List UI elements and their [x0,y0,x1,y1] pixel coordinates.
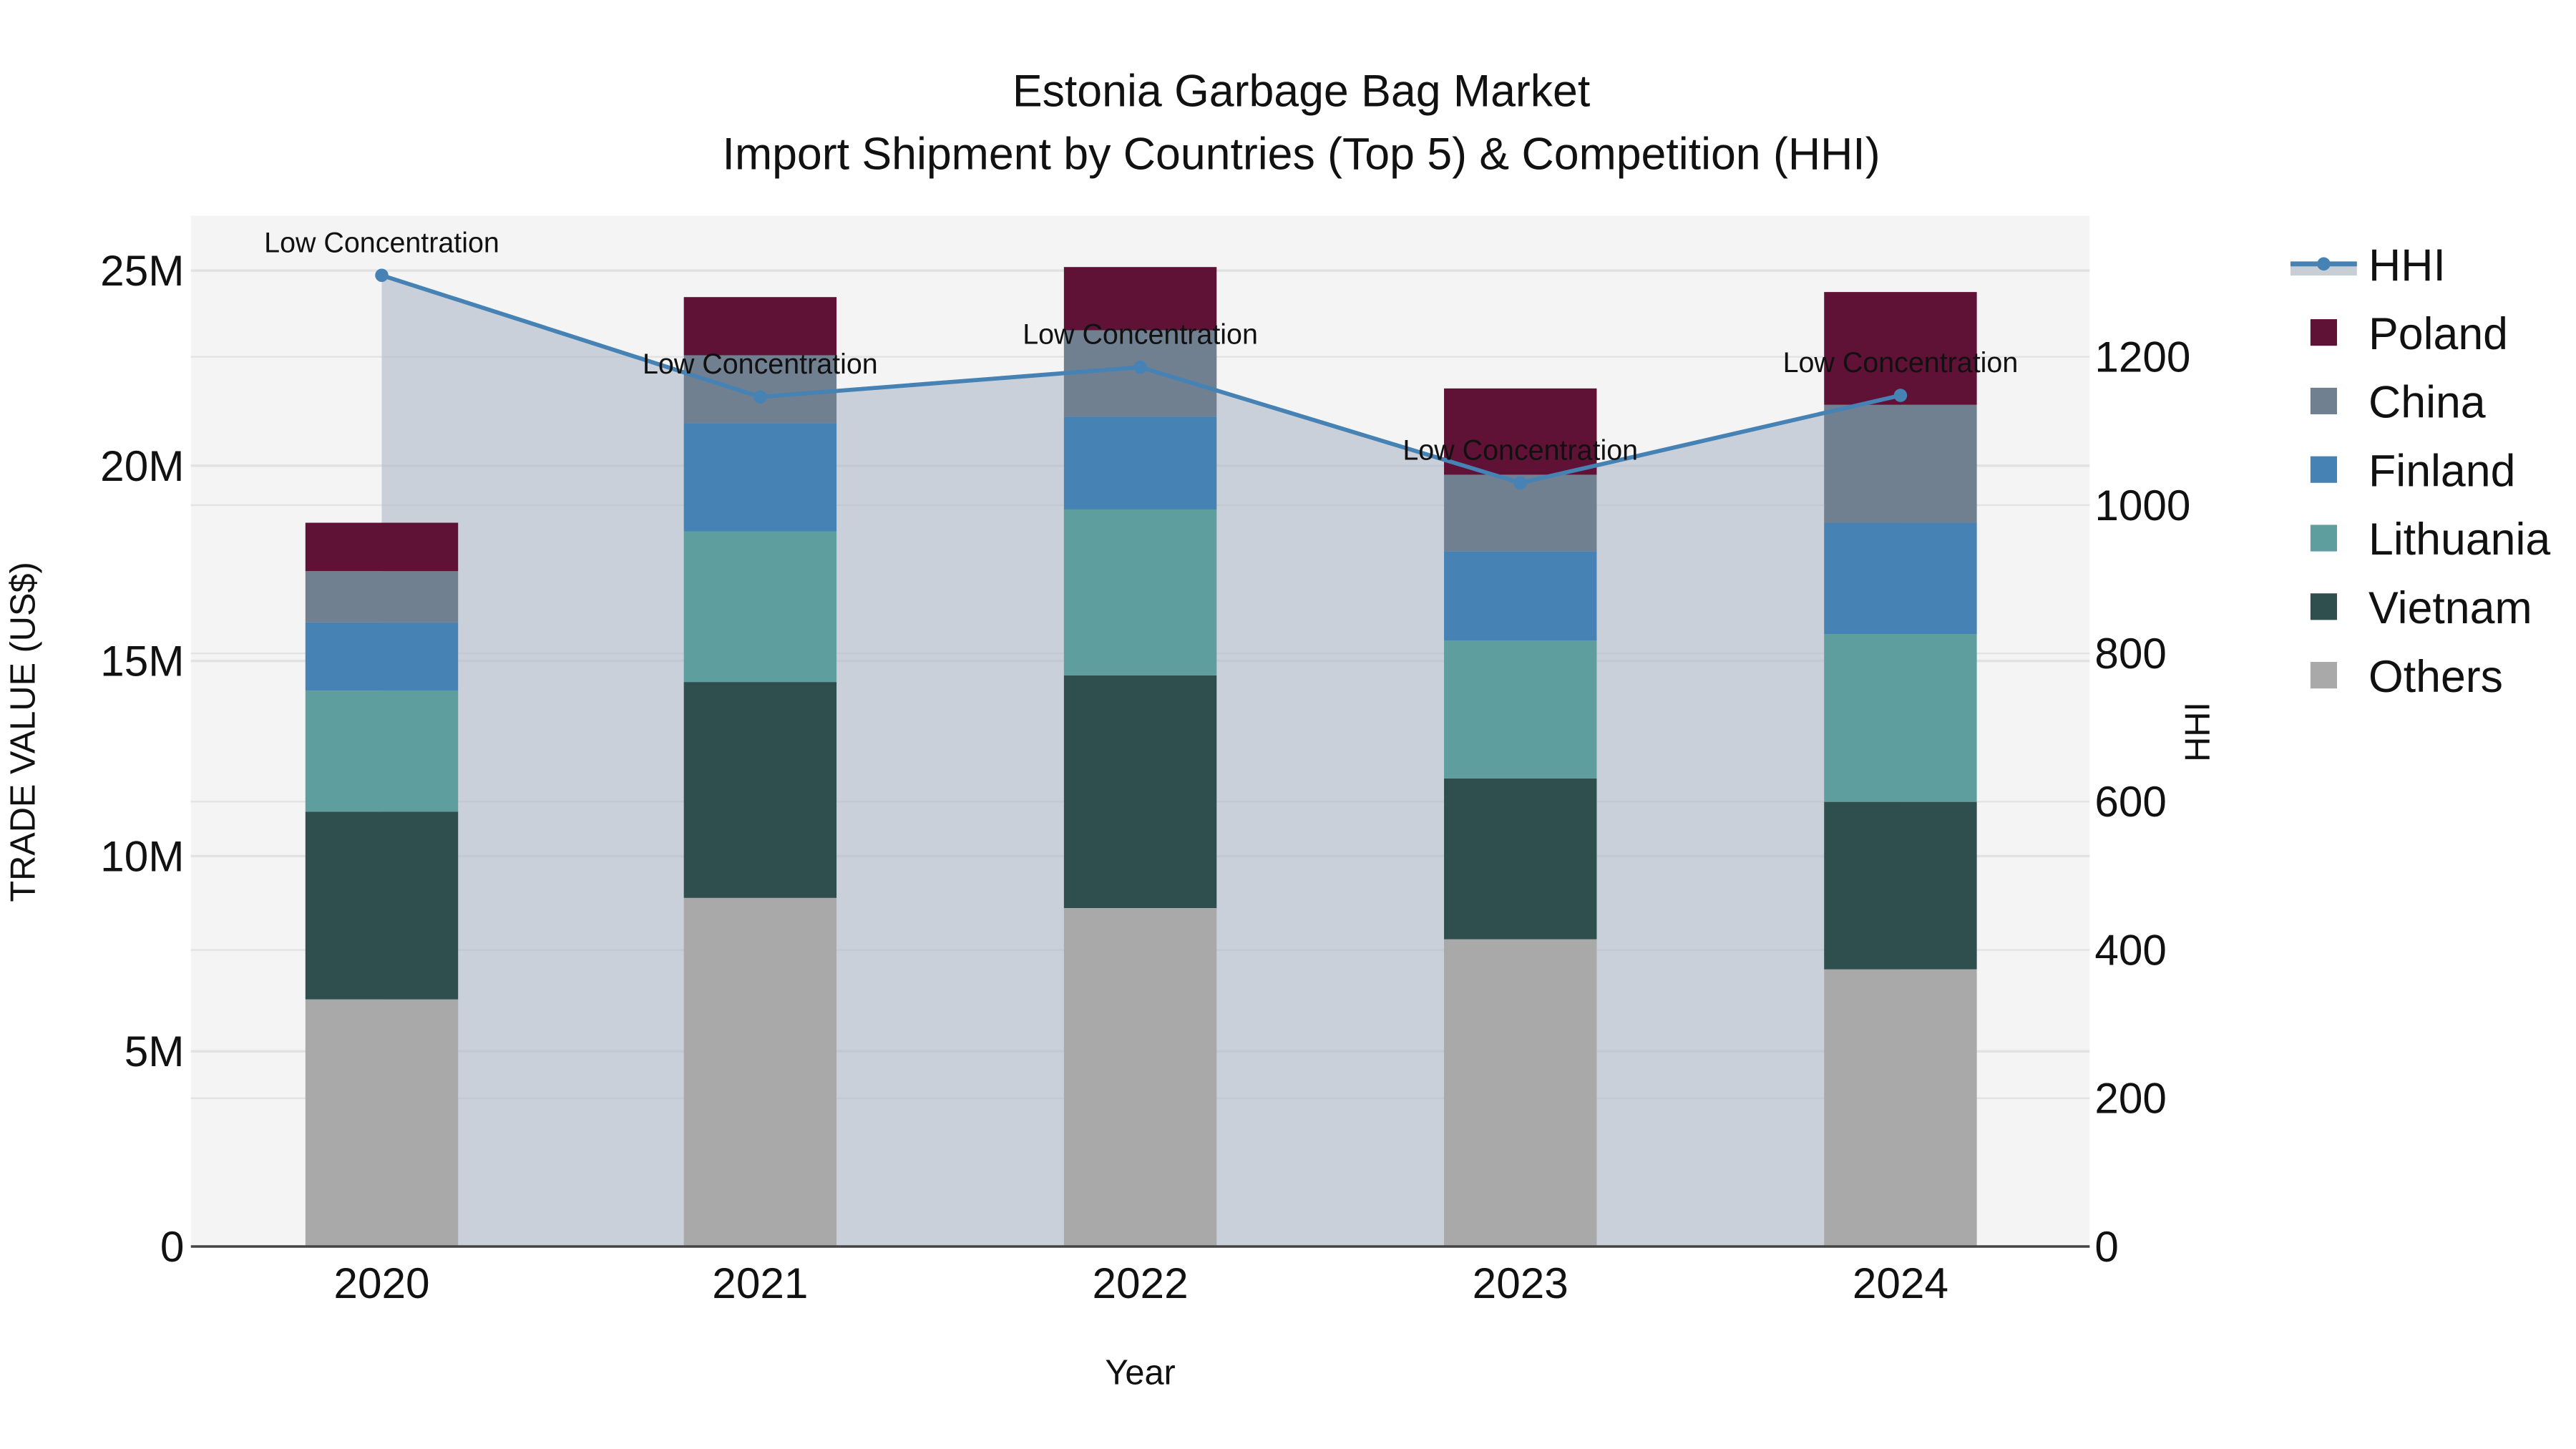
bar-segment-lithuania[interactable] [683,531,837,683]
hhi-annotation: Low Concentration [1023,319,1258,351]
bar-segment-others[interactable] [1444,939,1597,1247]
legend-item-others[interactable]: Others [2310,652,2503,702]
legend-label: Vietnam [2368,583,2532,633]
bar-segment-lithuania[interactable] [1063,509,1217,675]
y-axis-ticks: 0 5M 10M 15M 20M 25M [100,246,184,1271]
bar-segment-vietnam[interactable] [683,682,837,898]
legend-label: Poland [2368,309,2508,359]
y2-tick-label: 0 [2094,1222,2119,1271]
bar-segment-finland[interactable] [1063,416,1217,509]
y-tick-label: 0 [160,1222,185,1271]
hhi-marker[interactable] [1133,360,1147,374]
bar-segment-poland[interactable] [1444,388,1597,475]
y-axis-title: TRADE VALUE (US$) [4,562,43,902]
bar-segment-vietnam[interactable] [305,811,459,1000]
y-tick-label: 10M [100,831,184,880]
hhi-marker[interactable] [753,390,767,404]
legend-item-china[interactable]: China [2310,378,2486,428]
legend-item-poland[interactable]: Poland [2310,309,2508,359]
legend-item-vietnam[interactable]: Vietnam [2310,583,2532,633]
legend-label: Others [2368,652,2503,702]
x-tick-label: 2024 [1853,1259,1948,1307]
legend-label: HHI [2368,240,2446,291]
bar-segment-lithuania[interactable] [1824,634,1977,802]
x-tick-label: 2022 [1092,1259,1188,1307]
x-axis-ticks: 2020 2021 2022 2023 2024 [333,1259,1948,1307]
bar-segment-others[interactable] [1063,908,1217,1247]
bar-segment-china[interactable] [683,355,837,424]
chart-title-line2: Import Shipment by Countries (Top 5) & C… [723,130,1880,180]
legend-label: China [2368,378,2486,428]
hhi-legend-marker-icon [2317,257,2331,271]
y2-tick-label: 1200 [2094,333,2190,381]
bar-segment-poland[interactable] [305,522,459,572]
bar-segment-poland[interactable] [1824,292,1977,405]
y-tick-label: 20M [100,441,184,490]
hhi-marker[interactable] [1893,389,1908,402]
legend-swatch-icon [2310,662,2337,689]
hhi-annotation: Low Concentration [643,348,878,380]
legend-swatch-icon [2310,387,2337,414]
y2-tick-label: 400 [2094,925,2167,974]
legend-swatch-icon [2310,456,2337,483]
legend-item-lithuania[interactable]: Lithuania [2310,514,2551,565]
bar-segment-lithuania[interactable] [1444,640,1597,779]
bar-segment-poland[interactable] [1063,267,1217,331]
stacked-bars[interactable] [305,267,1977,1247]
y2-tick-label: 1000 [2094,481,2190,530]
legend[interactable]: HHI Poland China Finland Lithuania Vietnam Oth… [2290,240,2550,702]
bar-segment-finland[interactable] [305,622,459,691]
bar-segment-finland[interactable] [683,423,837,532]
hhi-annotation: Low Concentration [264,227,499,258]
bar-segment-lithuania[interactable] [305,691,459,812]
legend-swatch-icon [2310,525,2337,552]
bar-segment-vietnam[interactable] [1824,801,1977,970]
legend-item-finland[interactable]: Finland [2310,446,2516,496]
y2-tick-label: 600 [2094,777,2167,826]
bar-segment-china[interactable] [305,571,459,623]
legend-label: Lithuania [2368,514,2550,565]
hhi-annotation: Low Concentration [1402,434,1638,466]
bar-segment-china[interactable] [1824,404,1977,523]
y2-axis-ticks: 0 200 400 600 800 1000 1200 [2094,333,2190,1271]
y-tick-label: 25M [100,246,184,295]
y2-axis-title: HHI [2178,702,2217,762]
hhi-annotations: Low Concentration Low Concentration Low Co… [264,227,2018,466]
y2-tick-label: 200 [2094,1074,2167,1123]
bar-segment-poland[interactable] [683,297,837,356]
hhi-marker[interactable] [375,268,389,283]
bar-segment-others[interactable] [1824,969,1977,1247]
bar-segment-vietnam[interactable] [1444,778,1597,940]
y-tick-label: 15M [100,637,184,686]
bar-segment-vietnam[interactable] [1063,675,1217,909]
x-tick-label: 2021 [712,1259,808,1307]
legend-item-hhi[interactable]: HHI [2290,240,2446,291]
legend-swatch-icon [2310,593,2337,620]
x-tick-label: 2020 [333,1259,429,1307]
y2-tick-label: 800 [2094,629,2167,678]
bar-segment-finland[interactable] [1444,551,1597,641]
bar-segment-others[interactable] [305,999,459,1247]
x-tick-label: 2023 [1473,1259,1568,1307]
chart-title-line1: Estonia Garbage Bag Market [1013,66,1590,116]
bar-segment-others[interactable] [683,897,837,1247]
x-axis-title: Year [1105,1354,1175,1392]
hhi-annotation: Low Concentration [1783,347,2019,379]
hhi-marker[interactable] [1513,476,1528,490]
legend-label: Finland [2368,446,2515,496]
y-tick-label: 5M [125,1027,185,1075]
bar-segment-finland[interactable] [1824,522,1977,635]
legend-swatch-icon [2310,319,2337,346]
hhi-line[interactable] [375,268,1908,490]
